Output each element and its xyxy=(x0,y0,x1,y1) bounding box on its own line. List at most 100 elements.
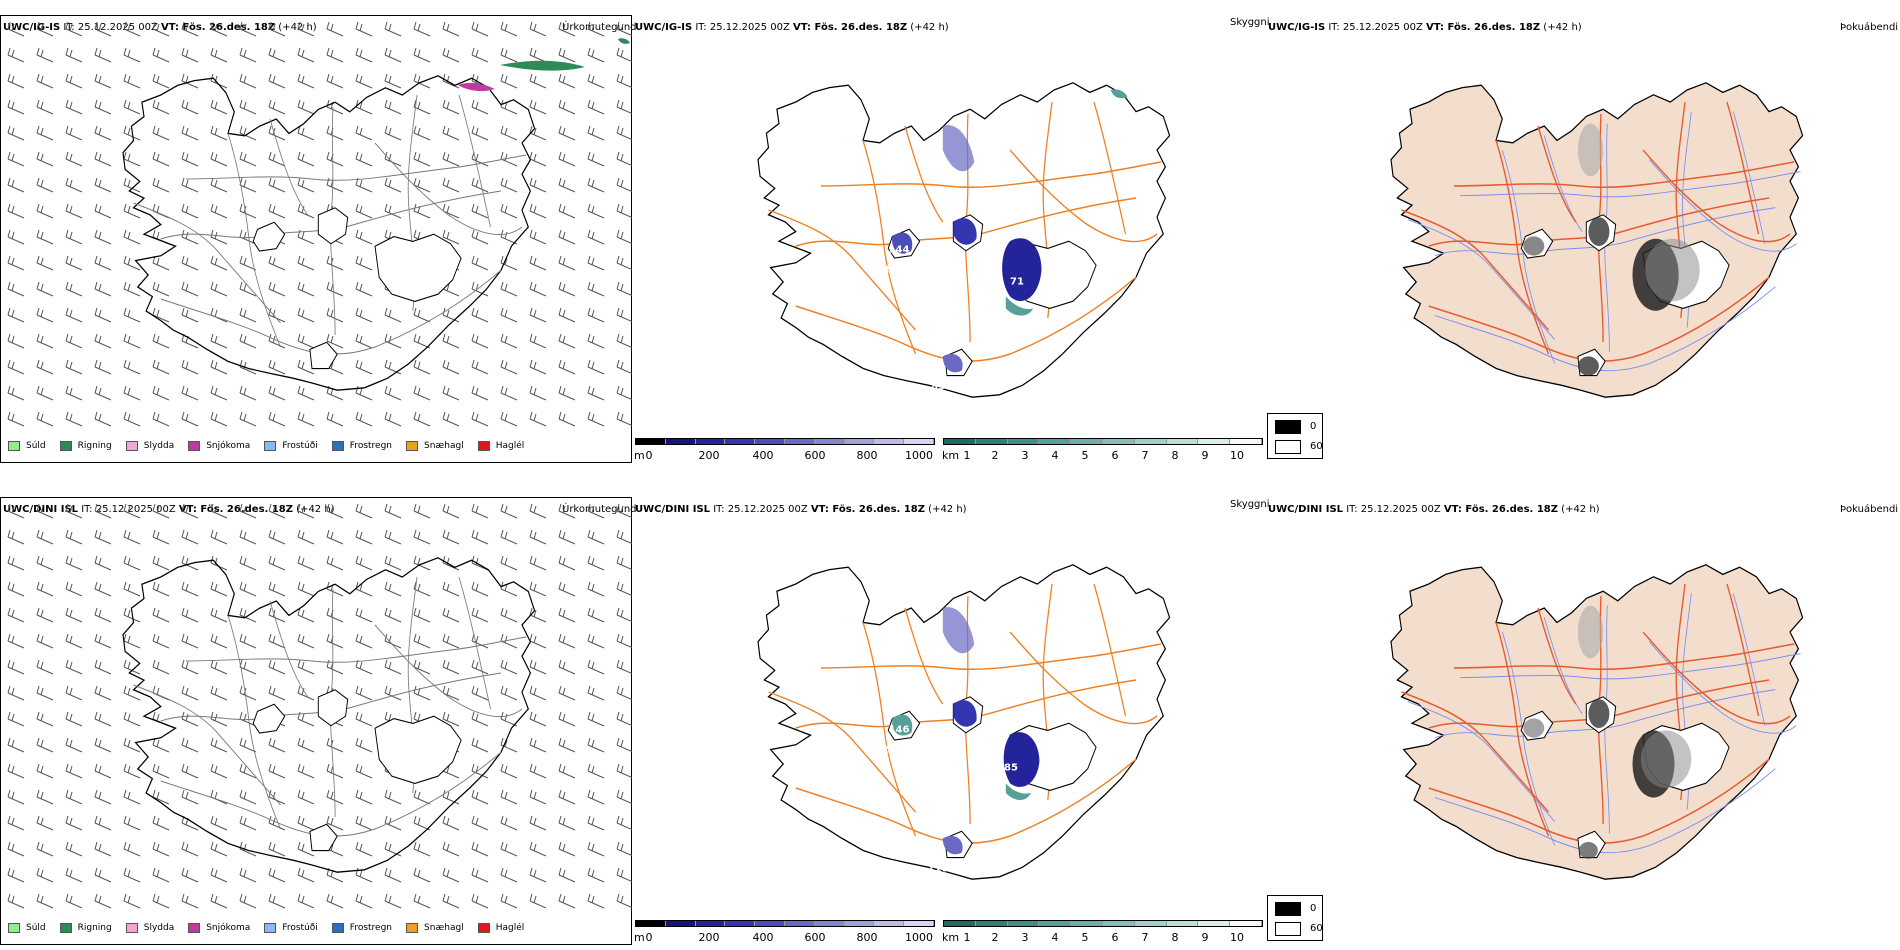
wind-barb xyxy=(94,711,112,727)
precip-panel-row2: UWC/DINI ISL IT: 25.12.2025 00Z VT: Fös.… xyxy=(0,482,638,950)
legend-label: Frostúði xyxy=(282,441,318,451)
wind-barb xyxy=(442,73,460,89)
wind-barb xyxy=(123,685,141,701)
wind-barb xyxy=(181,21,199,37)
wind-barb xyxy=(616,203,632,219)
wind-barb xyxy=(268,99,286,115)
wind-barb xyxy=(268,125,286,141)
ceiling-tick: 600 xyxy=(804,449,826,462)
wind-barb xyxy=(181,203,199,219)
wind-barb xyxy=(94,47,112,63)
wind-barb xyxy=(529,529,547,545)
wind-barb xyxy=(326,633,344,649)
wind-barb xyxy=(210,281,228,297)
wind-barb xyxy=(268,841,286,857)
wind-barb xyxy=(616,359,632,375)
wind-barb xyxy=(384,789,402,805)
wind-barb xyxy=(587,151,605,167)
wind-barb xyxy=(471,411,489,427)
wind-barb xyxy=(558,659,576,675)
legend-label: Rigning xyxy=(77,441,112,451)
panel-header: UWC/DINI ISL IT: 25.12.2025 00Z VT: Fös.… xyxy=(1268,504,1600,516)
wind-barb xyxy=(36,711,54,727)
wind-barb xyxy=(442,685,460,701)
wind-barb xyxy=(500,893,518,909)
legend-swatch xyxy=(264,441,277,451)
lead-time: (+42 h) xyxy=(907,22,949,33)
wind-barb xyxy=(442,867,460,883)
wind-barb xyxy=(7,789,25,805)
wind-barb xyxy=(616,255,632,271)
valid-time: VT: Fös. 26.des. 18Z xyxy=(810,504,925,515)
wind-barb xyxy=(152,581,170,597)
wind-barb xyxy=(558,633,576,649)
wind-barb xyxy=(123,359,141,375)
wind-barb xyxy=(123,73,141,89)
wind-barb xyxy=(616,737,632,753)
wind-barb xyxy=(65,281,83,297)
wind-barb xyxy=(239,307,257,323)
wind-barb xyxy=(210,685,228,701)
ceiling-map xyxy=(757,564,1171,880)
wind-barb xyxy=(7,555,25,571)
wind-barb xyxy=(529,411,547,427)
fog-legend-swatch xyxy=(1275,902,1301,916)
legend-label: Frostregn xyxy=(349,923,393,933)
wind-barb xyxy=(268,255,286,271)
wind-barb xyxy=(355,333,373,349)
wind-barb xyxy=(152,529,170,545)
wind-barb xyxy=(123,99,141,115)
wind-barb xyxy=(471,229,489,245)
legend-swatch xyxy=(125,441,138,451)
wind-barb xyxy=(94,385,112,401)
wind-barb xyxy=(326,333,344,349)
panel-title: Skyggni xyxy=(1230,17,1270,28)
wind-barb xyxy=(297,789,315,805)
wind-barb xyxy=(529,581,547,597)
fog-legend-swatch xyxy=(1275,922,1301,936)
ceiling-tick: 400 xyxy=(752,449,774,462)
panel-header: UWC/DINI ISL IT: 25.12.2025 00Z VT: Fös.… xyxy=(3,504,335,516)
wind-barb xyxy=(297,151,315,167)
wind-barb xyxy=(587,385,605,401)
wind-barb xyxy=(297,385,315,401)
wind-barb xyxy=(65,99,83,115)
fog-map xyxy=(1390,564,1804,880)
ceiling-colorbar-segments xyxy=(635,438,935,445)
wind-barb xyxy=(268,763,286,779)
wind-barb xyxy=(152,359,170,375)
wind-barb xyxy=(413,633,431,649)
wind-barb xyxy=(36,281,54,297)
wind-barb xyxy=(210,385,228,401)
wind-barb xyxy=(442,841,460,857)
wind-barb xyxy=(239,737,257,753)
wind-barb xyxy=(529,47,547,63)
wind-barb xyxy=(123,555,141,571)
wind-barb xyxy=(616,711,632,727)
wind-barb xyxy=(558,529,576,545)
precip-legend: Súld Rigning Slydda Snjókoma Frostúði Fr… xyxy=(8,441,538,451)
legend-swatch xyxy=(477,923,490,933)
fog-area xyxy=(1645,238,1700,302)
wind-barb xyxy=(384,99,402,115)
wind-barb xyxy=(558,21,576,37)
wind-barb xyxy=(268,607,286,623)
visibility-tick: 3 xyxy=(1021,931,1029,944)
wind-barb xyxy=(36,229,54,245)
peak-value: 144 xyxy=(888,244,910,256)
precip-frame xyxy=(0,497,632,945)
wind-barb xyxy=(123,737,141,753)
colorbar-segment xyxy=(636,439,666,444)
wind-barb xyxy=(413,893,431,909)
low-ceiling-area xyxy=(953,218,977,245)
wind-barb xyxy=(123,255,141,271)
visibility-tick: 6 xyxy=(1111,449,1119,462)
wind-barb xyxy=(384,633,402,649)
wind-barb xyxy=(210,411,228,427)
ceiling-unit: m xyxy=(634,931,645,944)
wind-barb xyxy=(123,203,141,219)
wind-barb xyxy=(616,633,632,649)
wind-barb xyxy=(94,841,112,857)
precip-legend: Súld Rigning Slydda Snjókoma Frostúði Fr… xyxy=(8,923,538,933)
wind-barb xyxy=(500,659,518,675)
